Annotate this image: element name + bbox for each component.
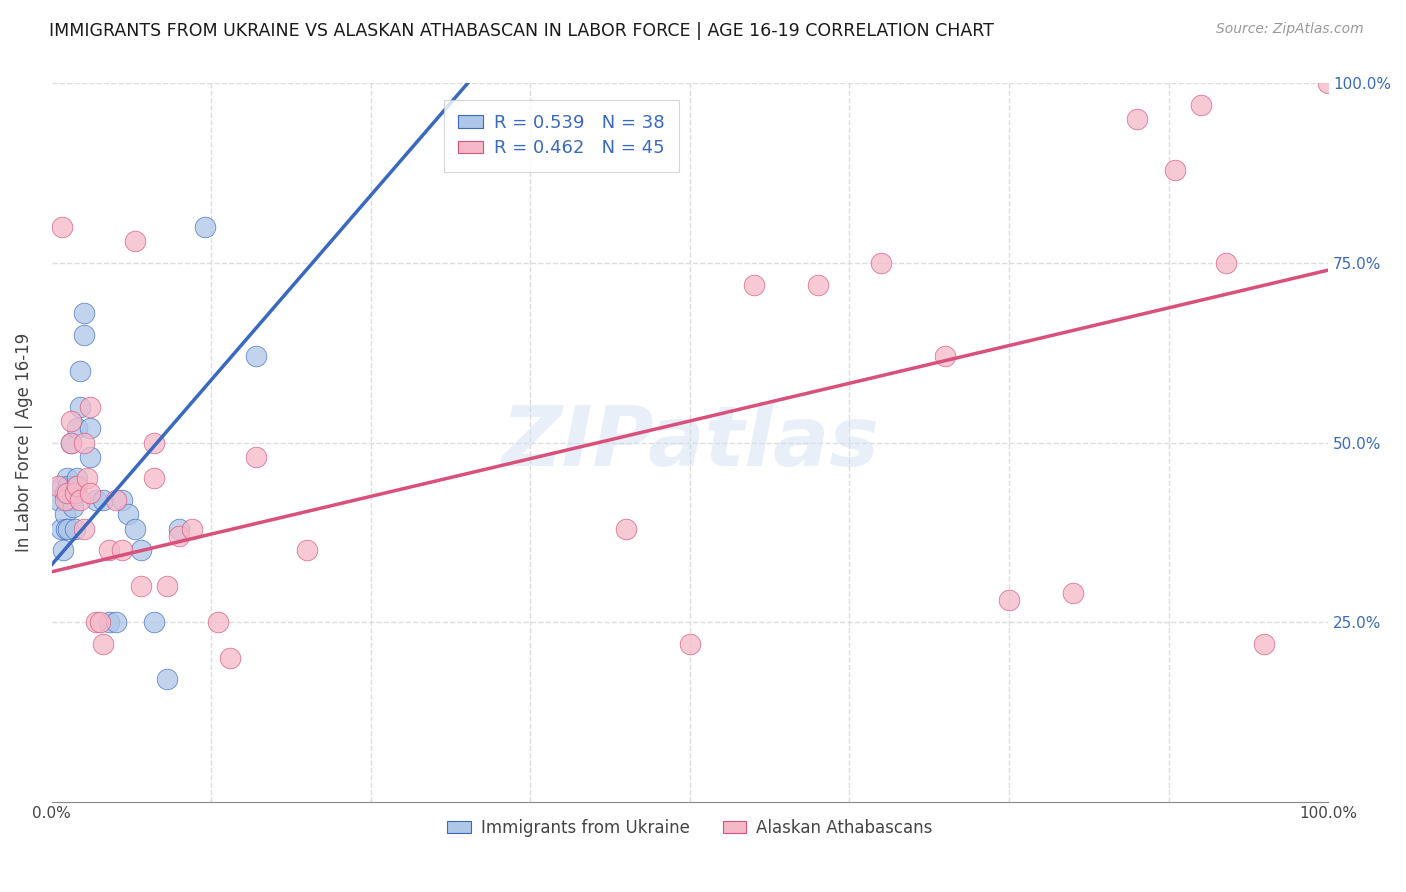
Text: Source: ZipAtlas.com: Source: ZipAtlas.com — [1216, 22, 1364, 37]
Point — [55, 522, 77, 536]
Point — [295, 543, 318, 558]
Point — [59, 414, 82, 428]
Point — [98, 543, 121, 558]
Point — [52, 543, 75, 558]
Point — [58, 522, 80, 536]
Point — [806, 277, 828, 292]
Point — [79, 485, 101, 500]
Point — [66, 421, 89, 435]
Point — [73, 435, 96, 450]
Point — [742, 277, 765, 292]
Point — [117, 508, 139, 522]
Point — [156, 673, 179, 687]
Point — [89, 615, 111, 629]
Point — [59, 485, 82, 500]
Point — [1215, 256, 1237, 270]
Point — [79, 400, 101, 414]
Point — [1189, 98, 1212, 112]
Point — [53, 485, 76, 500]
Point — [998, 593, 1021, 607]
Point — [91, 492, 114, 507]
Point — [56, 471, 79, 485]
Text: ZIPatlas: ZIPatlas — [501, 402, 879, 483]
Point — [104, 615, 127, 629]
Point — [49, 522, 72, 536]
Point — [181, 522, 204, 536]
Point — [679, 637, 702, 651]
Point — [91, 637, 114, 651]
Point — [76, 471, 98, 485]
Point — [46, 492, 69, 507]
Point — [194, 220, 217, 235]
Point — [51, 478, 73, 492]
Point — [58, 478, 80, 492]
Point — [63, 522, 86, 536]
Point — [104, 492, 127, 507]
Point — [207, 615, 229, 629]
Point — [53, 492, 76, 507]
Y-axis label: In Labor Force | Age 16-19: In Labor Force | Age 16-19 — [15, 333, 32, 552]
Text: IMMIGRANTS FROM UKRAINE VS ALASKAN ATHABASCAN IN LABOR FORCE | AGE 16-19 CORRELA: IMMIGRANTS FROM UKRAINE VS ALASKAN ATHAB… — [49, 22, 994, 40]
Legend: Immigrants from Ukraine, Alaskan Athabascans: Immigrants from Ukraine, Alaskan Athabas… — [440, 813, 939, 844]
Point — [46, 478, 69, 492]
Point — [69, 364, 91, 378]
Point — [111, 543, 134, 558]
Point — [219, 651, 242, 665]
Point — [1062, 586, 1084, 600]
Point — [59, 435, 82, 450]
Point — [56, 492, 79, 507]
Point — [62, 500, 84, 515]
Point — [69, 400, 91, 414]
Point — [1125, 112, 1147, 127]
Point — [111, 492, 134, 507]
Point — [124, 522, 146, 536]
Point — [66, 471, 89, 485]
Point — [156, 579, 179, 593]
Point — [53, 508, 76, 522]
Point — [98, 615, 121, 629]
Point — [129, 543, 152, 558]
Point — [86, 492, 108, 507]
Point — [129, 579, 152, 593]
Point — [1164, 162, 1187, 177]
Point — [870, 256, 893, 270]
Point — [245, 450, 267, 464]
Point — [69, 492, 91, 507]
Point — [73, 327, 96, 342]
Point — [169, 529, 191, 543]
Point — [142, 615, 165, 629]
Point — [1253, 637, 1275, 651]
Point — [79, 450, 101, 464]
Point — [66, 478, 89, 492]
Point — [51, 220, 73, 235]
Point — [142, 435, 165, 450]
Point — [60, 492, 83, 507]
Point — [124, 235, 146, 249]
Point — [73, 522, 96, 536]
Point — [79, 421, 101, 435]
Point — [63, 485, 86, 500]
Point — [934, 349, 956, 363]
Point — [56, 485, 79, 500]
Point — [1317, 77, 1340, 91]
Point — [63, 478, 86, 492]
Point — [614, 522, 637, 536]
Point — [86, 615, 108, 629]
Point — [73, 306, 96, 320]
Point — [169, 522, 191, 536]
Point — [245, 349, 267, 363]
Point — [59, 435, 82, 450]
Point — [142, 471, 165, 485]
